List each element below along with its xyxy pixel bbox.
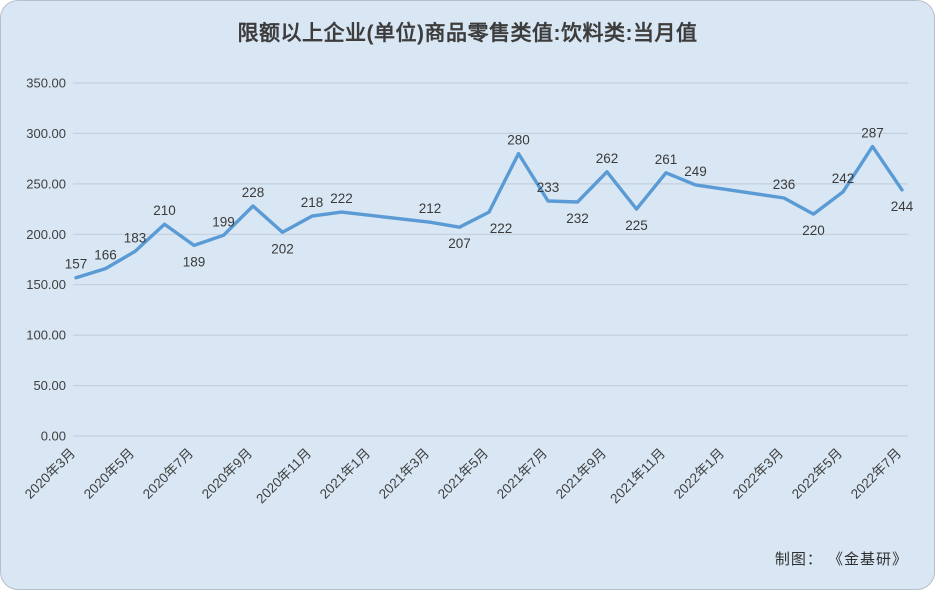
data-point-label: 202: [271, 241, 294, 256]
x-axis-tick-label: 2020年9月: [199, 446, 255, 502]
data-point-label: 242: [832, 171, 855, 186]
data-point-label: 287: [861, 126, 884, 141]
data-point-label: 262: [596, 151, 619, 166]
data-point-label: 280: [507, 133, 530, 148]
x-axis-tick-label: 2022年7月: [848, 446, 904, 502]
data-point-label: 249: [684, 164, 707, 179]
y-axis-tick-label: 100.00: [26, 328, 66, 343]
x-axis-tick-label: 2021年7月: [494, 446, 550, 502]
y-axis-tick-label: 200.00: [26, 227, 66, 242]
x-axis-tick-label: 2021年5月: [435, 446, 491, 502]
chart-title: 限额以上企业(单位)商品零售类值:饮料类:当月值: [237, 22, 698, 45]
x-axis-tick-label: 2021年1月: [317, 446, 373, 502]
data-point-label: 207: [448, 236, 471, 251]
data-point-label: 199: [212, 214, 235, 229]
data-point-label: 233: [537, 180, 560, 195]
x-axis-tick-label: 2020年5月: [81, 446, 137, 502]
x-axis-tick-label: 2022年1月: [671, 446, 727, 502]
x-axis-tick-label: 2021年3月: [376, 446, 432, 502]
data-point-label: 232: [566, 211, 589, 226]
data-point-label: 244: [891, 199, 914, 214]
data-point-label: 220: [802, 223, 825, 238]
data-point-label: 189: [183, 254, 206, 269]
data-point-label: 183: [124, 230, 147, 245]
y-axis-tick-label: 350.00: [26, 76, 66, 91]
y-axis-tick-label: 0.00: [41, 429, 66, 444]
data-point-label: 157: [65, 257, 88, 272]
data-point-label: 236: [773, 177, 796, 192]
data-point-label: 222: [330, 191, 353, 206]
y-axis-tick-label: 50.00: [33, 378, 66, 393]
x-axis-tick-label: 2020年7月: [140, 446, 196, 502]
y-axis-tick-label: 250.00: [26, 176, 66, 191]
data-point-label: 210: [153, 203, 176, 218]
x-axis-tick-label: 2021年9月: [553, 446, 609, 502]
y-axis-tick-label: 300.00: [26, 126, 66, 141]
x-axis-tick-label: 2020年11月: [253, 446, 314, 507]
data-point-label: 228: [242, 185, 265, 200]
x-axis-tick-label: 2020年3月: [22, 446, 78, 502]
x-axis-tick-label: 2022年5月: [789, 446, 845, 502]
data-point-label: 261: [655, 152, 678, 167]
data-point-label: 166: [94, 248, 117, 263]
data-point-label: 218: [301, 195, 324, 210]
x-axis-tick-label: 2022年3月: [730, 446, 786, 502]
series-line: [74, 144, 904, 280]
y-axis-tick-label: 150.00: [26, 277, 66, 292]
credit-text: 制图： 《金基研》: [774, 551, 908, 568]
data-point-label: 222: [490, 221, 513, 236]
x-axis-tick-label: 2021年11月: [607, 446, 668, 507]
data-point-label: 212: [419, 201, 442, 216]
data-point-label: 225: [625, 218, 648, 233]
